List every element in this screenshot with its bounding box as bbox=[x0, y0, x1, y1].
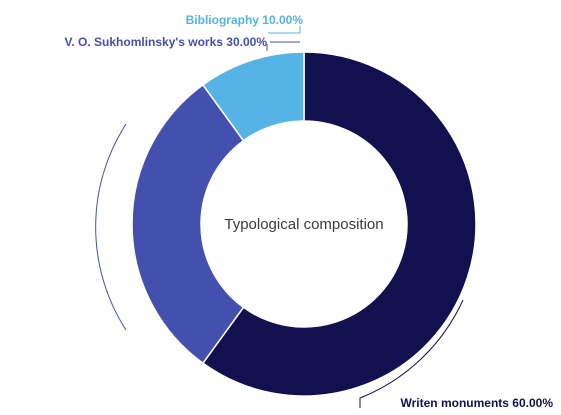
donut-slices bbox=[131, 51, 477, 397]
slice-writen-monuments bbox=[201, 51, 477, 397]
center-label: Typological composition bbox=[224, 216, 383, 233]
label-leader-lines bbox=[95, 26, 464, 408]
slice-label-sukhomlinsky-works: V. O. Sukhomlinsky's works 30.00% bbox=[64, 35, 267, 49]
leader-sukhomlinsky-works bbox=[95, 41, 300, 331]
slice-bibliography bbox=[201, 51, 305, 142]
slice-label-bibliography: Bibliography 10.00% bbox=[186, 13, 304, 27]
slice-label-writen-monuments: Writen monuments 60.00% bbox=[401, 396, 554, 410]
slice-sukhomlinsky-works bbox=[131, 83, 245, 365]
leader-writen-monuments bbox=[359, 299, 464, 408]
leader-bibliography bbox=[268, 26, 301, 34]
